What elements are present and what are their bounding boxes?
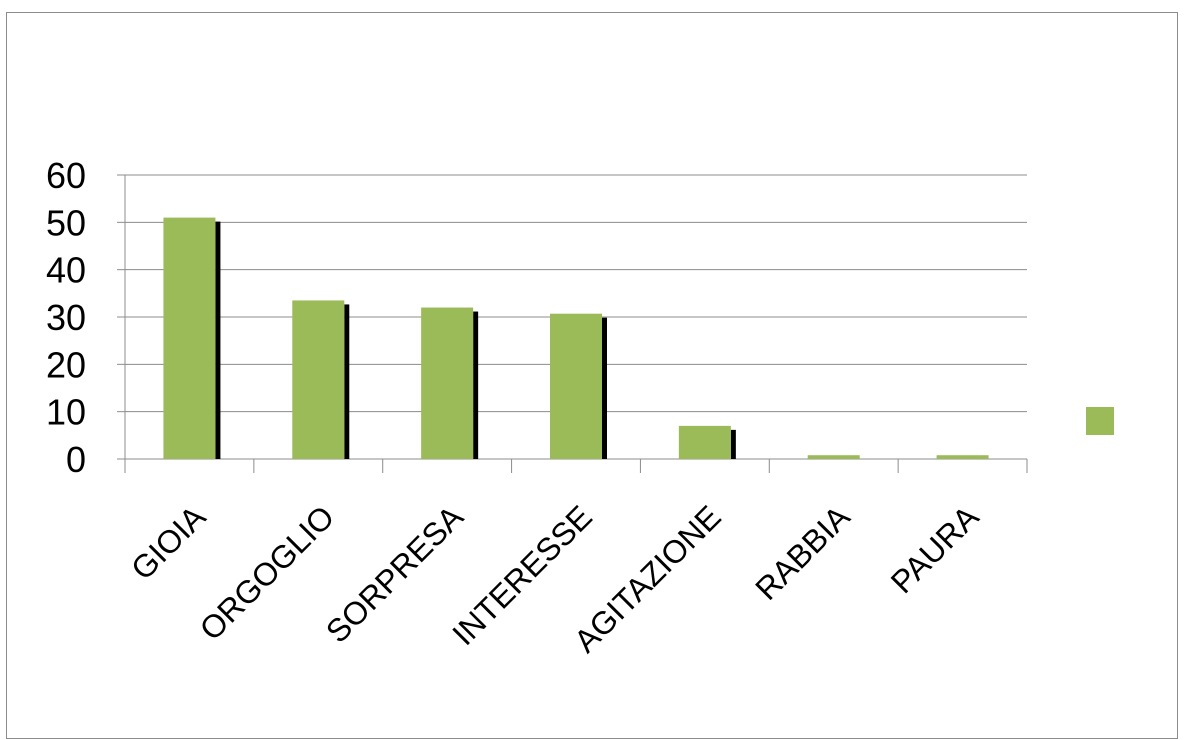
bar-shadow — [344, 304, 350, 459]
bar — [163, 217, 216, 459]
y-tick-label: 60 — [46, 155, 86, 196]
bar-shadow — [215, 221, 221, 459]
y-tick-label: 20 — [46, 344, 86, 385]
legend — [1086, 407, 1114, 435]
y-tick-labels: 0 10 20 30 40 50 60 — [46, 155, 86, 480]
y-tick-label: 30 — [46, 297, 86, 338]
legend-swatch — [1086, 407, 1114, 435]
y-tick-label: 50 — [46, 202, 86, 243]
category-label: PAURA — [884, 498, 986, 600]
bar — [807, 455, 860, 459]
y-tick-label: 0 — [66, 439, 86, 480]
bar — [550, 313, 602, 459]
y-tick-label: 10 — [46, 392, 86, 433]
category-labels: GIOIAORGOGLIOSORPRESAINTERESSEAGITAZIONE… — [124, 498, 986, 659]
bar — [421, 307, 474, 459]
category-label: RABBIA — [748, 498, 857, 607]
y-tick-label: 40 — [46, 250, 86, 291]
bar — [678, 425, 731, 459]
category-label: GIOIA — [124, 498, 213, 587]
bars — [163, 217, 989, 459]
bar-shadow — [730, 429, 736, 459]
bar-shadow — [602, 317, 607, 459]
bar-shadow — [473, 311, 479, 459]
gridlines — [125, 174, 1027, 413]
bar — [292, 300, 345, 459]
bar — [936, 455, 989, 459]
